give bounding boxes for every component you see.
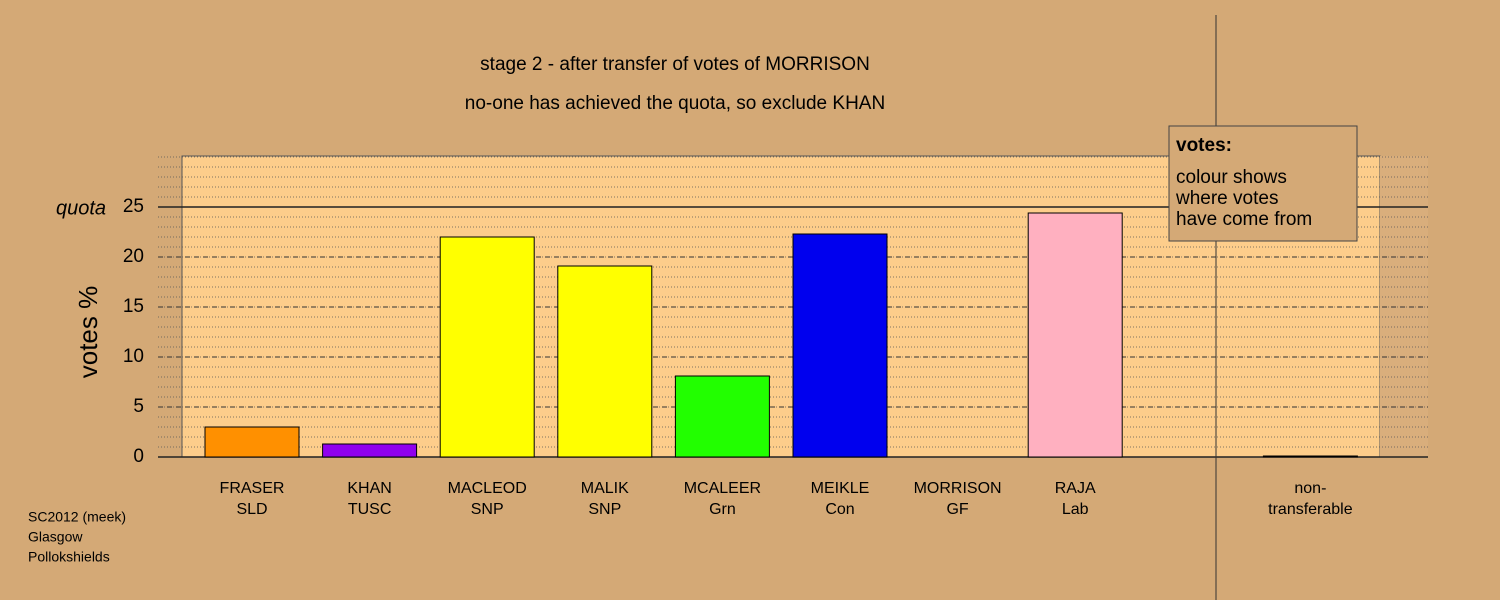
x-tick-label: SNP [588, 501, 621, 518]
x-tick-label: SNP [471, 501, 504, 518]
x-tick-label: MCALEER [684, 480, 761, 497]
y-tick-label: 25 [123, 196, 144, 217]
y-tick-label: 0 [133, 446, 144, 467]
x-tick-label: MALIK [581, 480, 629, 497]
x-tick-label: RAJA [1055, 480, 1096, 497]
chart-subtitle: no-one has achieved the quota, so exclud… [465, 93, 885, 114]
footnote: Pollokshields [28, 549, 110, 565]
bar [557, 265, 653, 458]
y-tick-label: 15 [123, 296, 144, 317]
y-axis-label: votes % [73, 286, 103, 379]
quota-label: quota [56, 197, 106, 219]
x-tick-label: transferable [1268, 501, 1353, 518]
bar [439, 236, 535, 458]
x-tick-label: GF [946, 501, 968, 518]
y-tick-label: 5 [133, 396, 144, 417]
x-tick-label: KHAN [347, 480, 391, 497]
footnote: SC2012 (meek) [28, 509, 126, 525]
x-tick-label: MEIKLE [811, 480, 870, 497]
x-tick-label: Grn [709, 501, 736, 518]
x-tick-label: Lab [1062, 501, 1089, 518]
bar [1262, 455, 1358, 458]
y-tick-label: 20 [123, 246, 144, 267]
y-tick-label: 10 [123, 346, 144, 367]
chart-title: stage 2 - after transfer of votes of MOR… [480, 54, 870, 75]
x-tick-label: non- [1294, 480, 1326, 497]
bar [1027, 212, 1123, 458]
x-tick-label: TUSC [348, 501, 392, 518]
bar [204, 426, 300, 458]
x-tick-label: SLD [236, 501, 267, 518]
bar [792, 233, 888, 458]
legend-title: votes: [1176, 135, 1232, 156]
footnote: Glasgow [28, 529, 83, 545]
bar [322, 443, 418, 458]
legend-text: where votes [1175, 188, 1278, 209]
legend-text: colour shows [1176, 167, 1287, 188]
bar [674, 375, 770, 458]
x-tick-label: MORRISON [914, 480, 1002, 497]
x-tick-label: FRASER [220, 480, 285, 497]
x-tick-label: Con [825, 501, 854, 518]
legend-box [1168, 125, 1358, 242]
x-tick-label: MACLEOD [448, 480, 527, 497]
legend-text: have come from [1176, 209, 1312, 230]
